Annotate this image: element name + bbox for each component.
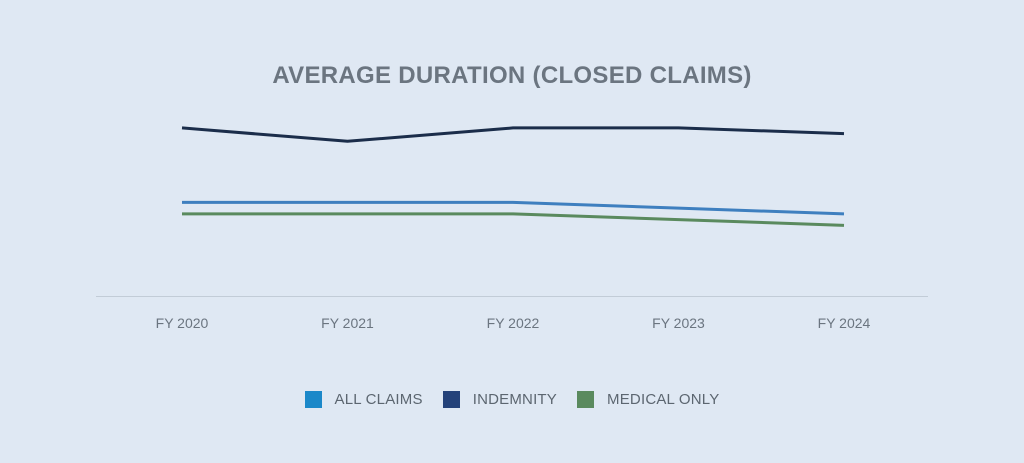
x-tick-label: FY 2023 bbox=[652, 315, 705, 331]
legend-label-all-claims: ALL CLAIMS bbox=[334, 391, 423, 408]
series-line-all-claims bbox=[182, 200, 845, 216]
legend-label-medical-only: MEDICAL ONLY bbox=[607, 391, 720, 408]
chart-title: AVERAGE DURATION (CLOSED CLAIMS) bbox=[272, 62, 752, 89]
x-tick-label: FY 2022 bbox=[487, 315, 540, 331]
x-axis-ticks: FY 2020 FY 2021 FY 2022 FY 2023 FY 2024 bbox=[156, 315, 871, 331]
series-group bbox=[181, 126, 845, 227]
legend-swatch-all-claims bbox=[304, 391, 322, 408]
legend-label-indemnity: INDEMNITY bbox=[472, 391, 558, 408]
legend-item-indemnity[interactable]: INDEMNITY bbox=[442, 391, 558, 408]
series-line-medical-only bbox=[182, 212, 845, 227]
legend-item-medical-only[interactable]: MEDICAL ONLY bbox=[577, 391, 719, 408]
legend-item-all-claims[interactable]: ALL CLAIMS bbox=[304, 391, 423, 408]
x-tick-label: FY 2024 bbox=[818, 315, 871, 331]
x-tick-label: FY 2020 bbox=[156, 315, 209, 331]
x-tick-label: FY 2021 bbox=[321, 315, 374, 331]
series-line-indemnity bbox=[181, 126, 845, 143]
legend: ALL CLAIMS INDEMNITY MEDICAL ONLY bbox=[0, 391, 1024, 408]
legend-swatch-indemnity bbox=[442, 391, 460, 408]
legend-swatch-medical-only bbox=[577, 391, 595, 408]
